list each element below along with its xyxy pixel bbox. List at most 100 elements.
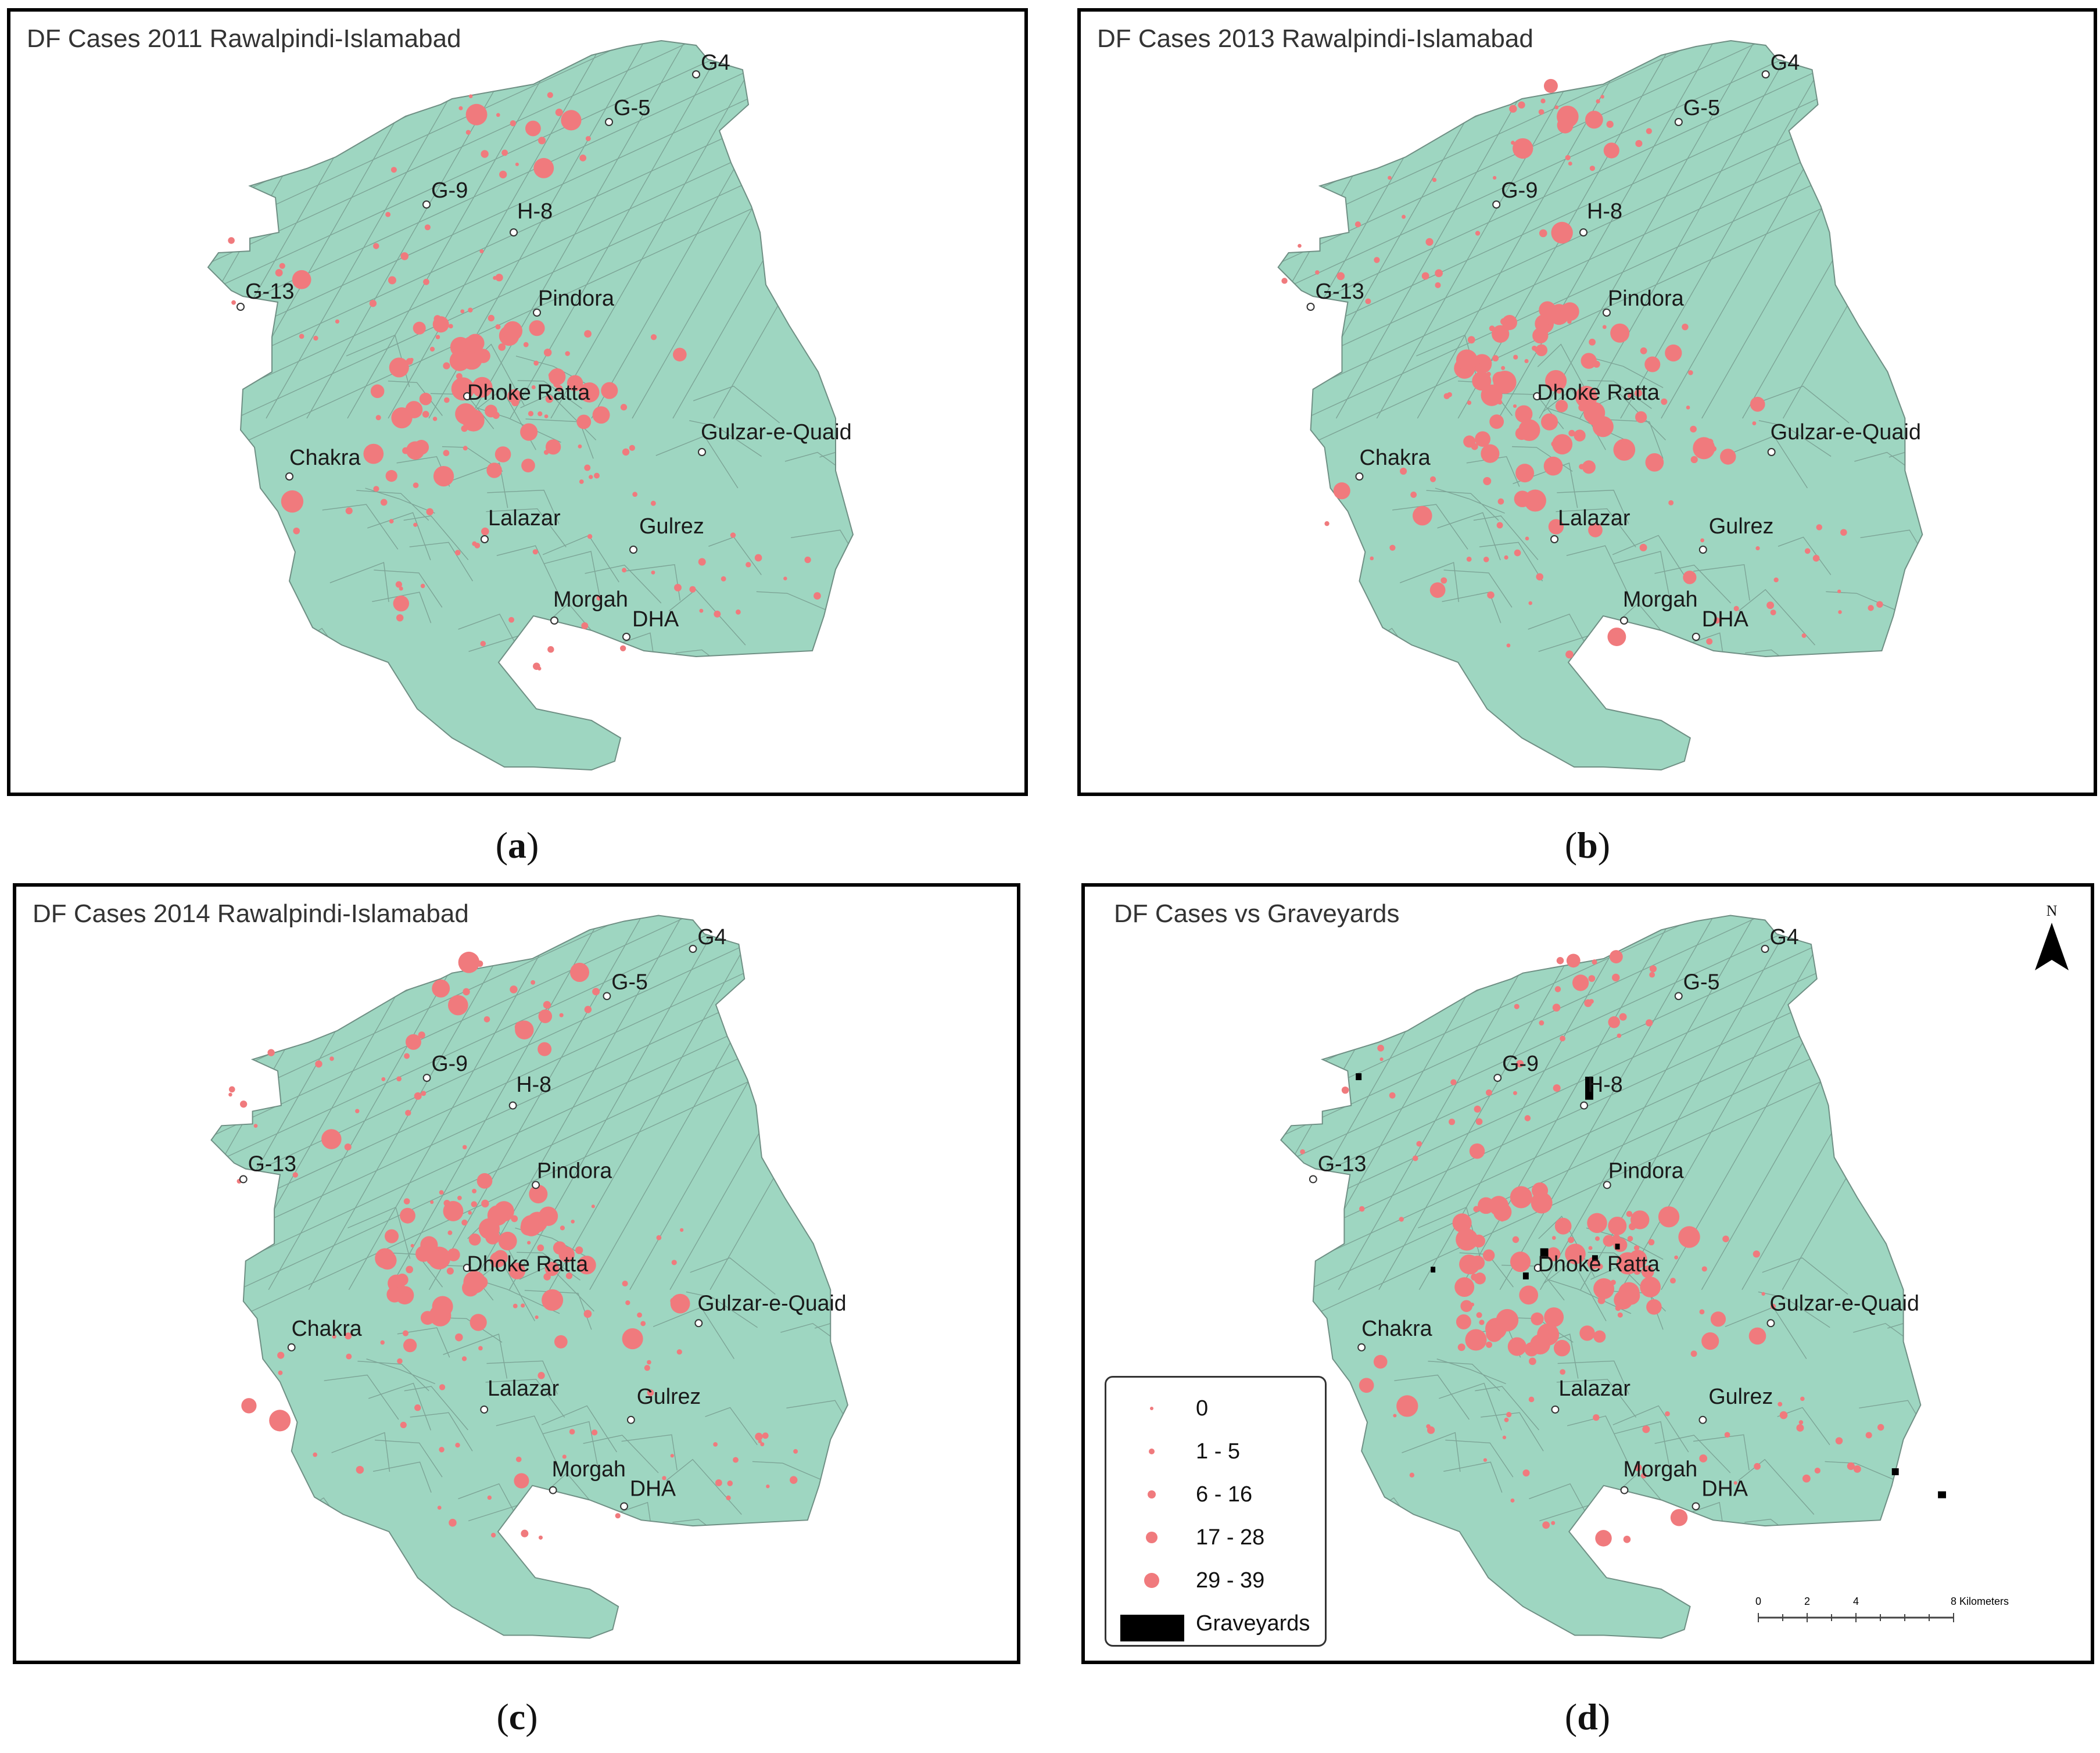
case-dot	[533, 157, 554, 178]
case-dot	[373, 243, 379, 249]
case-dot	[481, 1199, 489, 1208]
case-dot	[523, 342, 529, 347]
case-dot	[514, 1473, 529, 1489]
case-dot	[420, 583, 425, 589]
case-dot	[1565, 155, 1571, 160]
case-dots	[1281, 78, 1883, 659]
case-dot	[460, 407, 479, 426]
place-label: G4	[1769, 924, 1798, 949]
case-dot	[622, 1281, 628, 1287]
case-dot	[565, 351, 570, 356]
place-marker	[1620, 1486, 1629, 1494]
case-dot	[486, 463, 502, 478]
case-dot	[1613, 439, 1636, 461]
case-dot	[1814, 1467, 1821, 1474]
place-marker	[1602, 309, 1611, 317]
case-dot	[1670, 1509, 1688, 1526]
case-dot	[1812, 554, 1820, 562]
place-marker	[422, 200, 431, 209]
case-dot	[1543, 78, 1558, 93]
case-dot	[1610, 1279, 1616, 1285]
place-marker	[1550, 535, 1559, 543]
case-dot	[583, 1310, 592, 1318]
case-dot	[1690, 456, 1698, 464]
case-dot	[629, 444, 635, 451]
case-dot	[1515, 405, 1533, 423]
case-dot	[515, 162, 519, 166]
case-dot	[670, 1454, 674, 1458]
graveyard	[1431, 1267, 1436, 1273]
place-label: Dhoke Ratta	[467, 381, 590, 405]
case-dot	[766, 1484, 770, 1489]
case-dot	[647, 1360, 651, 1365]
place-label: Chakra	[1361, 1316, 1432, 1340]
case-dot	[1400, 467, 1407, 475]
case-dot	[1553, 1084, 1561, 1092]
case-dot	[462, 1145, 467, 1150]
case-dot	[515, 1456, 522, 1462]
place-label: G-9	[1501, 178, 1538, 203]
place-marker	[1309, 1175, 1317, 1184]
case-dot	[521, 458, 535, 473]
place-marker	[236, 303, 245, 311]
case-dot	[471, 1201, 477, 1207]
case-dot	[1336, 272, 1345, 281]
case-dot	[1300, 1149, 1305, 1155]
case-dot	[410, 1243, 414, 1247]
case-dot	[1754, 1462, 1761, 1470]
place-marker	[1533, 1264, 1542, 1272]
case-dot	[1706, 638, 1713, 645]
case-dot	[510, 120, 517, 127]
case-dot	[1560, 302, 1579, 321]
case-dot	[380, 499, 388, 506]
case-dot	[619, 645, 626, 651]
case-dot	[405, 1110, 411, 1116]
case-dot	[1612, 1234, 1621, 1243]
case-dot	[1572, 974, 1589, 991]
case-dot	[1585, 110, 1603, 129]
case-dot	[662, 1476, 666, 1480]
case-dot	[1359, 1206, 1365, 1212]
map-panel-d: G4 G-5 G-9 H-8 G-13 Pindora Dhoke Ratta Gulzar-…	[1081, 883, 2094, 1664]
case-dot	[1642, 1425, 1650, 1433]
case-dot	[1674, 1255, 1679, 1260]
case-dot	[1388, 175, 1392, 180]
case-dot	[472, 1189, 477, 1193]
caption-d: (d)	[1564, 1696, 1611, 1737]
graveyard	[1891, 1468, 1899, 1475]
case-dot	[1511, 141, 1515, 145]
case-dot	[1514, 549, 1521, 557]
case-dot	[430, 1200, 434, 1204]
case-dot	[689, 586, 696, 593]
case-dot	[400, 1421, 407, 1429]
place-label: Dhoke Ratta	[1538, 1252, 1660, 1276]
place-marker	[1357, 1343, 1366, 1352]
case-dot	[1535, 344, 1548, 356]
case-dot	[1497, 498, 1504, 505]
case-dot	[1748, 1327, 1766, 1345]
case-dot	[531, 385, 536, 389]
place-marker	[694, 1319, 703, 1328]
case-dot	[385, 211, 391, 217]
case-dot	[1581, 353, 1597, 369]
case-dot	[1399, 1217, 1404, 1222]
case-dot	[1481, 384, 1503, 406]
case-dot	[760, 1442, 765, 1447]
case-dot	[487, 1205, 508, 1226]
case-dot	[558, 1246, 575, 1263]
case-dot	[1542, 1521, 1550, 1529]
case-dot	[403, 1338, 417, 1353]
case-dot	[1506, 1411, 1512, 1418]
case-dot	[1512, 1236, 1520, 1243]
case-dot	[503, 321, 523, 341]
case-dot	[389, 519, 394, 524]
place-marker	[1761, 945, 1769, 953]
place-label: Lalazar	[1558, 1376, 1630, 1400]
case-dot	[783, 576, 787, 580]
case-dot	[345, 1332, 352, 1340]
case-dot	[1750, 396, 1765, 412]
case-dot	[1603, 142, 1619, 159]
case-dot	[496, 113, 500, 117]
case-dot	[1509, 105, 1517, 113]
case-dot	[396, 1076, 402, 1082]
